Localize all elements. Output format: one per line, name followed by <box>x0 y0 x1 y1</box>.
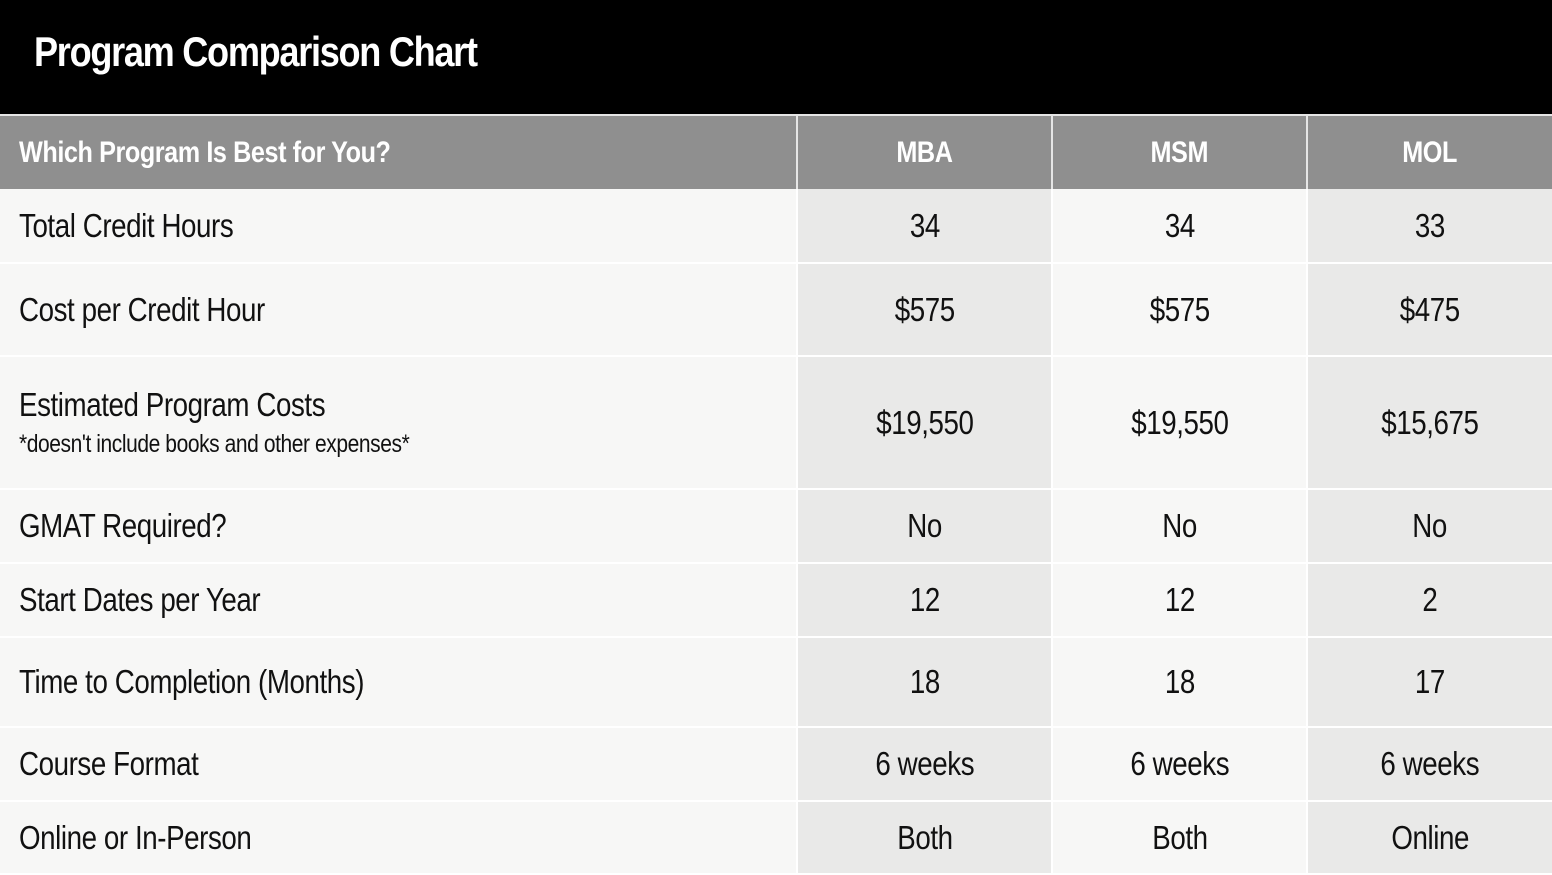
cell-mba: $19,550 <box>797 356 1053 490</box>
program-comparison-table: Which Program Is Best for You? MBA MSM M… <box>0 114 1552 875</box>
cell-mol: 33 <box>1307 189 1552 264</box>
cell-mba: Both <box>797 801 1053 875</box>
cell-msm: 12 <box>1052 563 1308 638</box>
row-label: Total Credit Hours <box>0 189 798 264</box>
cell-mba: 6 weeks <box>797 727 1053 802</box>
table-row: Online or In-Person Both Both Online <box>0 801 1552 875</box>
cell-msm: 34 <box>1052 189 1308 264</box>
cell-msm: 6 weeks <box>1052 727 1308 802</box>
row-label: Start Dates per Year <box>0 563 798 638</box>
row-label: Estimated Program Costs *doesn't include… <box>0 356 798 490</box>
comparison-table-container: Which Program Is Best for You? MBA MSM M… <box>0 114 1552 875</box>
table-row: Start Dates per Year 12 12 2 <box>0 563 1552 638</box>
cell-msm: 18 <box>1052 637 1308 728</box>
cell-mol: $475 <box>1307 263 1552 357</box>
cell-msm: Both <box>1052 801 1308 875</box>
cell-mba: 12 <box>797 563 1053 638</box>
row-label: Cost per Credit Hour <box>0 263 798 357</box>
row-label: Course Format <box>0 727 798 802</box>
row-label: GMAT Required? <box>0 489 798 564</box>
column-header-question: Which Program Is Best for You? <box>0 114 798 189</box>
title-bar: Program Comparison Chart <box>0 0 1552 114</box>
table-row: Cost per Credit Hour $575 $575 $475 <box>0 263 1552 357</box>
cell-mol: No <box>1307 489 1552 564</box>
cell-mba: 34 <box>797 189 1053 264</box>
cell-msm: No <box>1052 489 1308 564</box>
cell-msm: $19,550 <box>1052 356 1308 490</box>
row-label: Time to Completion (Months) <box>0 637 798 728</box>
cell-mol: 6 weeks <box>1307 727 1552 802</box>
table-row: Total Credit Hours 34 34 33 <box>0 189 1552 264</box>
table-row: Course Format 6 weeks 6 weeks 6 weeks <box>0 727 1552 802</box>
cell-mol: 17 <box>1307 637 1552 728</box>
column-header-mba: MBA <box>797 114 1053 189</box>
cell-mba: No <box>797 489 1053 564</box>
column-header-mol: MOL <box>1307 114 1552 189</box>
table-row: Estimated Program Costs *doesn't include… <box>0 356 1552 490</box>
column-header-msm: MSM <box>1052 114 1308 189</box>
cell-msm: $575 <box>1052 263 1308 357</box>
row-label: Online or In-Person <box>0 801 798 875</box>
cell-mol: 2 <box>1307 563 1552 638</box>
table-row: Time to Completion (Months) 18 18 17 <box>0 637 1552 728</box>
page-title: Program Comparison Chart <box>34 28 478 75</box>
table-row: GMAT Required? No No No <box>0 489 1552 564</box>
cell-mba: $575 <box>797 263 1053 357</box>
table-header-row: Which Program Is Best for You? MBA MSM M… <box>0 114 1552 189</box>
cell-mba: 18 <box>797 637 1053 728</box>
row-footnote: *doesn't include books and other expense… <box>19 430 410 458</box>
cell-mol: Online <box>1307 801 1552 875</box>
cell-mol: $15,675 <box>1307 356 1552 490</box>
